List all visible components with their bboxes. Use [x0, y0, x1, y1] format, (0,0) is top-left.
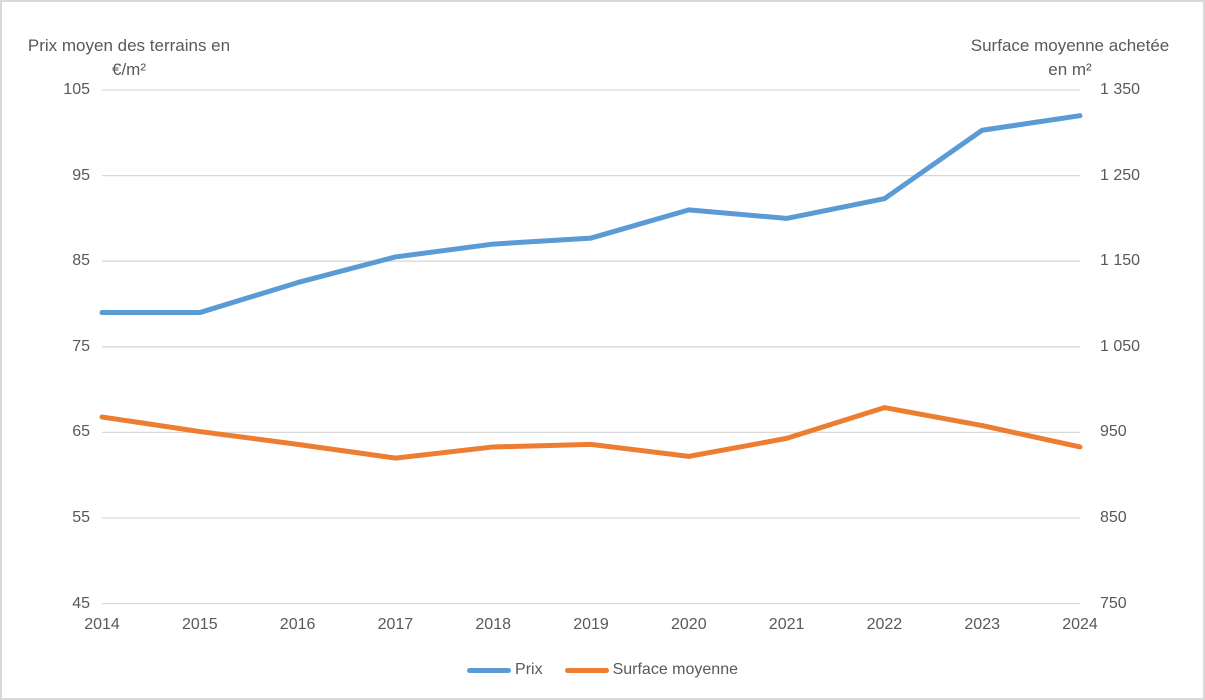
legend-label-surface-moyenne: Surface moyenne — [612, 661, 738, 678]
left-axis-tick-label: 85 — [72, 252, 90, 270]
x-axis-tick-label: 2015 — [182, 616, 218, 633]
right-axis-tick-label: 950 — [1100, 423, 1127, 441]
x-axis-tick-label: 2024 — [1062, 616, 1098, 633]
x-axis-tick-label: 2014 — [84, 616, 120, 633]
left-axis-tick-label: 65 — [72, 423, 90, 441]
x-axis-tick-label: 2023 — [964, 616, 1000, 633]
left-axis-tick-label: 105 — [63, 81, 90, 98]
legend-label-prix: Prix — [515, 661, 543, 678]
x-axis-tick-label: 2022 — [866, 616, 903, 633]
right-axis-tick-label: 750 — [1100, 594, 1127, 612]
legend-item-surface-moyenne: Surface moyenne — [564, 661, 738, 679]
right-axis-tick-label: 1 250 — [1100, 166, 1141, 184]
x-axis-tick-label: 2016 — [279, 616, 316, 633]
series-line-prix — [99, 113, 1083, 316]
right-axis-tick-label: 1 350 — [1100, 81, 1141, 98]
left-axis-title-line1: Prix moyen des terrains en — [27, 36, 231, 55]
left-axis-tick-label: 95 — [72, 166, 90, 184]
left-axis-tick-label: 55 — [72, 509, 90, 526]
left-axis-tick-label: 75 — [72, 337, 90, 355]
legend: Prix Surface moyenne — [2, 655, 1203, 685]
right-axis-title: Surface moyenne achetée en m² — [957, 34, 1183, 82]
right-axis-tick-label: 1 150 — [1100, 252, 1141, 270]
x-axis-tick-label: 2021 — [768, 616, 805, 633]
x-axis-tick-label: 2017 — [377, 616, 414, 633]
left-axis-tick-label: 45 — [72, 594, 90, 612]
right-axis-tick-label: 1 050 — [1100, 337, 1141, 355]
x-axis-tick-label: 2019 — [573, 616, 609, 633]
right-axis-tick-label: 850 — [1100, 509, 1127, 526]
surface-moyenne-line-swatch-icon — [564, 667, 609, 673]
x-axis-tick-label: 2020 — [671, 616, 707, 633]
right-axis-title-line2: en m² — [1048, 60, 1092, 79]
series-line-surface-moyenne — [99, 405, 1083, 461]
left-axis-title-line2: €/m² — [112, 60, 146, 79]
prix-line-swatch-icon — [467, 667, 512, 673]
left-axis-title: Prix moyen des terrains en €/m² — [10, 34, 248, 82]
right-axis-title-line1: Surface moyenne achetée — [970, 36, 1170, 55]
legend-item-prix: Prix — [467, 661, 543, 679]
x-axis-tick-label: 2018 — [475, 616, 511, 633]
